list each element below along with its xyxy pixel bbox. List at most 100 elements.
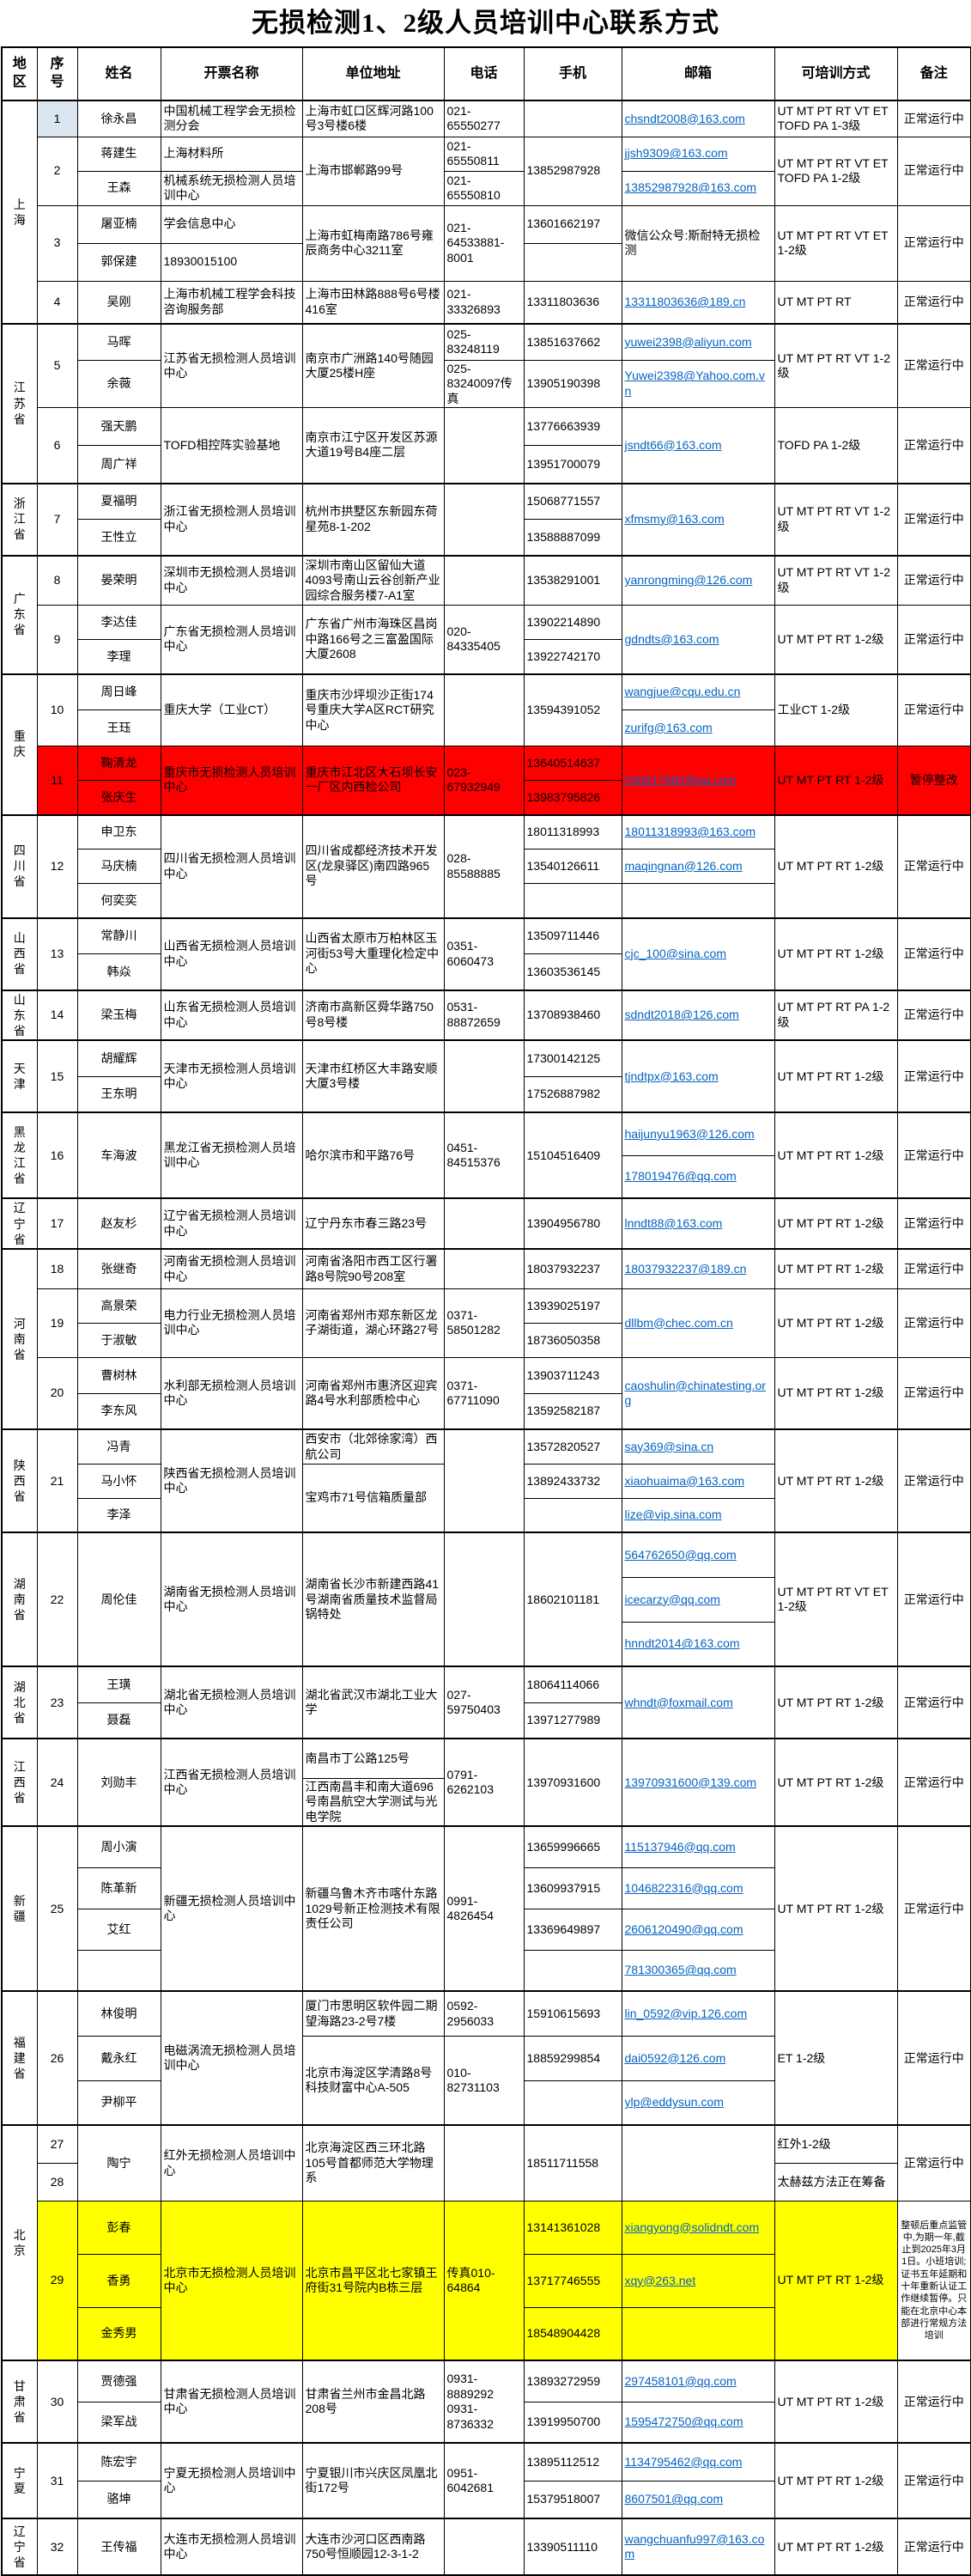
cell-training: UT MT PT RT VT 1-2级: [774, 554, 898, 606]
cell-no: 26: [36, 1990, 78, 2126]
email-link[interactable]: yanrongming@126.com: [624, 573, 753, 587]
email-link[interactable]: whndt@foxmail.com: [624, 1695, 733, 1709]
cell-no: 6: [36, 407, 78, 484]
cell-name: 于淑敏: [76, 1322, 161, 1358]
email-link[interactable]: chsndt2008@163.com: [624, 111, 745, 125]
email-link[interactable]: lin_0592@vip.126.com: [624, 2006, 748, 2020]
cell-phone: [443, 2124, 525, 2201]
email-link[interactable]: xiaohuaima@163.com: [624, 1473, 745, 1488]
cell-remark: 正常运行中: [896, 1248, 971, 1289]
cell-mobile: 13852987928: [523, 136, 622, 206]
cell-invoice: 山东省无损检测人员培训中心: [160, 989, 303, 1041]
cell-address: 新疆乌鲁木齐市喀什东路1029号新正检测技术有限责任公司: [301, 1825, 445, 1992]
cell-training: UT MT PT RT VT 1-2级: [774, 323, 898, 408]
email-link[interactable]: 564762650@qq.com: [624, 1547, 737, 1562]
cell-training: UT MT PT RT 1-2级: [774, 1197, 898, 1250]
email-link[interactable]: 2606120490@qq.com: [624, 1921, 743, 1936]
email-link[interactable]: tjndtpx@163.com: [624, 1069, 719, 1083]
cell-region: 新疆: [1, 1825, 38, 1992]
email-link[interactable]: gdndts@163.com: [624, 631, 719, 646]
email-link[interactable]: dai0592@126.com: [624, 2050, 726, 2065]
region-label: 北京: [13, 2227, 26, 2258]
email-link[interactable]: jjsh9309@163.com: [624, 146, 728, 161]
cell-invoice: TOFD相控阵实验基地: [160, 407, 303, 484]
email-link[interactable]: sdndt2018@126.com: [624, 1008, 739, 1022]
email-link[interactable]: lize@vip.sina.com: [624, 1507, 722, 1522]
table-row: 于淑敏 18736050358: [2, 1322, 971, 1358]
email-link[interactable]: dllbm@chec.com.cn: [624, 1315, 733, 1330]
cell-name: 冯青: [76, 1428, 161, 1465]
cell-name: 李达佳: [76, 605, 161, 640]
cell-training: UT MT PT RT 1-2级: [774, 746, 898, 815]
email-link[interactable]: say369@sina.cn: [624, 1439, 714, 1453]
email-link[interactable]: wangjue@cqu.edu.cn: [624, 685, 741, 698]
cell-email: say369@sina.cn: [621, 1428, 775, 1465]
cell-invoice: 四川省无损检测人员培训中心: [160, 813, 303, 918]
email-link[interactable]: maqingnan@126.com: [624, 858, 743, 873]
email-link[interactable]: 1046822316@qq.com: [624, 1880, 743, 1895]
email-link[interactable]: 18037932237@189.cn: [624, 1261, 747, 1276]
cell-address: 上海市虹梅南路786号雍辰商务中心3211室: [301, 204, 445, 282]
email-link[interactable]: yuwei2398@aliyun.com: [624, 334, 752, 349]
email-link[interactable]: xqy@263.net: [624, 2273, 696, 2287]
cell-no: 31: [36, 2442, 78, 2519]
cell-mobile: [523, 100, 622, 137]
email-link[interactable]: lnndt88@163.com: [624, 1216, 723, 1231]
cell-address: 河南省郑州市惠济区迎宾路4号水利部质检中心: [301, 1356, 445, 1430]
cell-invoice: 大连市无损检测人员培训中心: [160, 2518, 303, 2576]
email-link[interactable]: 115137946@qq.com: [624, 1839, 736, 1854]
cell-mobile: 13971277989: [523, 1702, 622, 1739]
cell-remark: 正常运行中: [896, 280, 971, 325]
email-link[interactable]: haijunyu1963@126.com: [624, 1126, 755, 1141]
cell-phone: 0931-8889292 0931-8736332: [443, 2360, 525, 2444]
cell-phone: 010-82731103: [443, 2035, 525, 2126]
email-link[interactable]: 13311803636@189.cn: [624, 295, 746, 308]
cell-mobile: 13776663939: [523, 407, 622, 446]
column-header-training: 可培训方式: [774, 46, 898, 101]
email-link[interactable]: 1595472750@qq.com: [624, 2415, 743, 2429]
cell-invoice: 天津市无损检测人员培训中心: [160, 1039, 303, 1113]
table-row: 甘肃省 30 贾德强 甘肃省无损检测人员培训中心 甘肃省兰州市金昌北路208号 0931-…: [1, 2360, 971, 2444]
email-link[interactable]: wangchuanfu997@163.com: [624, 2531, 765, 2561]
cell-phone: 021-64533881-8001: [443, 204, 525, 282]
cell-no: 7: [36, 482, 78, 556]
email-link[interactable]: hnndt2014@163.com: [624, 1636, 740, 1651]
cell-phone: 0451-84515376: [443, 1111, 525, 1199]
email-link[interactable]: 8607501@qq.com: [624, 2492, 724, 2506]
email-link[interactable]: jsndt66@163.com: [624, 437, 722, 452]
table-row: 李东风 13592582187: [2, 1392, 971, 1430]
cell-training: 太赫兹方法正在筹备: [774, 2162, 898, 2201]
email-link[interactable]: 781300365@qq.com: [624, 1963, 737, 1977]
email-link[interactable]: 18011318993@163.com: [624, 825, 756, 838]
cell-email: 1595472750@qq.com: [621, 2401, 775, 2444]
cell-name: 李泽: [76, 1497, 161, 1533]
column-header-label: 地区: [12, 57, 27, 89]
email-link[interactable]: xiangyong@solidndt.com: [624, 2220, 760, 2234]
cell-mobile: [523, 1949, 622, 1992]
email-link[interactable]: 297458101@qq.com: [624, 2373, 737, 2388]
cell-invoice: 电磁涡流无损检测人员培训中心: [160, 1990, 303, 2126]
region-label: 山东省: [13, 992, 26, 1038]
email-link[interactable]: 178019476@qq.com: [624, 1169, 737, 1184]
email-link[interactable]: xfmsmy@163.com: [624, 511, 725, 526]
email-link[interactable]: zurifg@163.com: [624, 720, 713, 734]
email-link[interactable]: cjc_100@sina.com: [624, 946, 727, 960]
table-row: 上海 1 徐永昌 中国机械工程学会无损检测分会 上海市虹口区辉河路100号3号楼6楼 02…: [1, 100, 971, 325]
cell-invoice: 新疆无损检测人员培训中心: [160, 1825, 303, 1992]
email-link[interactable]: ylp@eddysun.com: [624, 2095, 724, 2110]
email-link[interactable]: caoshulin@chinatesting.org: [624, 1378, 766, 1408]
email-link[interactable]: 1134795462@qq.com: [624, 2454, 743, 2469]
email-link[interactable]: 13970931600@139.com: [624, 1775, 757, 1789]
table-row: 29 彭春 北京市无损检测人员培训中心 北京市昌平区北七家镇王府街31号院内B栋三层传…: [2, 2200, 971, 2361]
email-link[interactable]: 530617882@qq.com: [624, 772, 737, 787]
email-link[interactable]: 13852987928@163.com: [624, 180, 757, 195]
cell-remark: 正常运行中: [896, 136, 971, 206]
cell-mobile: 13588887099: [523, 519, 622, 556]
cell-address: 重庆市江北区大石坝长安一厂区内西检公司: [301, 746, 445, 815]
table-row: 王珏 zurifg@163.com: [2, 709, 971, 746]
cell-email: gdndts@163.com: [621, 605, 775, 674]
cell-training: UT MT PT RT PA 1-2级: [774, 989, 898, 1041]
email-link[interactable]: Yuwei2398@Yahoo.com.vn: [624, 368, 765, 398]
email-link[interactable]: icecarzy@qq.com: [624, 1592, 720, 1606]
cell-email: lize@vip.sina.com: [621, 1497, 775, 1533]
